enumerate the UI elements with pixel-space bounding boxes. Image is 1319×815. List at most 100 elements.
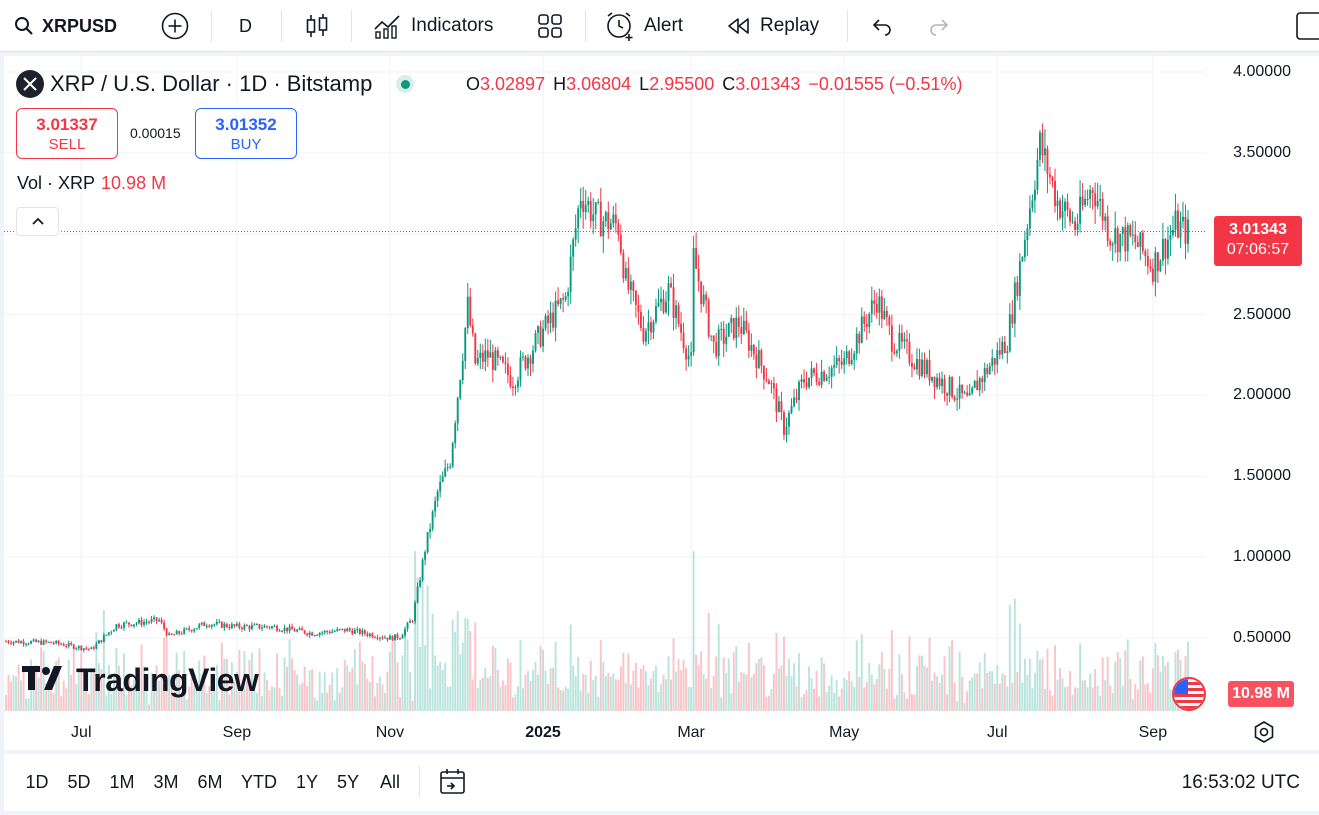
- fullscreen-button[interactable]: [1296, 8, 1319, 44]
- candle-body: [966, 392, 969, 396]
- range-button-5d[interactable]: 5D: [67, 772, 91, 792]
- range-button-1m[interactable]: 1M: [109, 772, 135, 792]
- buy-button[interactable]: 3.01352 BUY: [195, 108, 297, 159]
- candle-body: [205, 625, 208, 627]
- volume-bar: [572, 665, 575, 711]
- undo-button[interactable]: [870, 8, 894, 44]
- candle-body: [790, 406, 793, 413]
- candle-body: [1061, 211, 1064, 218]
- open-value: 3.02897: [480, 74, 546, 94]
- volume-bar: [258, 648, 261, 711]
- volume-bar: [858, 676, 861, 711]
- volume-bar: [838, 696, 841, 711]
- volume-bar: [665, 679, 667, 711]
- range-button-ytd[interactable]: YTD: [241, 772, 277, 792]
- volume-bar: [40, 647, 43, 711]
- go-to-date-button[interactable]: [438, 767, 468, 802]
- volume-bar: [529, 681, 532, 711]
- sell-button[interactable]: 3.01337 SELL: [16, 108, 118, 159]
- candle-body: [313, 635, 316, 637]
- candle-body: [461, 360, 464, 381]
- utc-clock[interactable]: 16:53:02 UTC: [1181, 772, 1300, 793]
- candle-body: [720, 328, 723, 330]
- volume-bar: [396, 662, 399, 711]
- range-button-1d[interactable]: 1D: [25, 772, 49, 792]
- undo-icon: [870, 16, 894, 36]
- volume-bar: [316, 700, 319, 711]
- volume-bar: [233, 681, 236, 711]
- chart-pane[interactable]: [4, 56, 1319, 750]
- candle-body: [727, 322, 730, 337]
- tradingview-watermark[interactable]: TradingView: [22, 662, 259, 699]
- symbol-search[interactable]: XRPUSD: [14, 8, 117, 44]
- range-button-1y[interactable]: 1Y: [295, 772, 319, 792]
- us-flag-icon[interactable]: [1172, 677, 1206, 711]
- close-value: 3.01343: [735, 74, 801, 94]
- compare-symbol-button[interactable]: [160, 8, 190, 44]
- volume-bar: [77, 672, 80, 711]
- range-button-all[interactable]: All: [379, 772, 401, 792]
- candle-body: [921, 359, 923, 376]
- candle-body: [401, 635, 404, 639]
- candle-body: [1179, 221, 1182, 238]
- legend-title: XRP / U.S. Dollar · 1D · Bitstamp: [50, 71, 373, 96]
- volume-bar: [780, 665, 783, 711]
- price-chart[interactable]: [4, 56, 1206, 714]
- candle-body: [128, 622, 130, 625]
- volume-bar: [180, 693, 183, 711]
- volume-bar: [205, 692, 208, 711]
- toolbar-divider: [585, 10, 586, 42]
- volume-bar: [188, 686, 191, 711]
- candle-body: [82, 648, 85, 651]
- volume-bar: [107, 665, 110, 711]
- candle-body: [429, 528, 432, 533]
- candle-body: [722, 328, 725, 344]
- candle-body: [1187, 219, 1189, 244]
- volume-bar: [298, 684, 301, 711]
- candle-body: [328, 631, 331, 634]
- volume-bar: [1141, 656, 1144, 711]
- candle-body: [170, 633, 173, 635]
- collapse-legend-button[interactable]: [16, 207, 59, 236]
- candle-body: [471, 325, 474, 334]
- volume-bar: [225, 658, 228, 711]
- candle-body: [527, 357, 529, 369]
- layouts-button[interactable]: [537, 8, 563, 44]
- candle-body: [1184, 216, 1187, 244]
- candle-body: [712, 335, 715, 342]
- range-button-5y[interactable]: 5Y: [336, 772, 360, 792]
- candle-body: [266, 625, 268, 627]
- time-axis[interactable]: Jul Sep Nov 2025 Mar May Jul Sep: [4, 714, 1206, 750]
- chart-type-button[interactable]: [305, 8, 329, 44]
- volume-bar: [293, 670, 296, 711]
- alert-button[interactable]: Alert: [604, 8, 683, 44]
- replay-button[interactable]: Replay: [726, 8, 819, 44]
- price-axis[interactable]: 4.000003.500003.000002.500002.000001.500…: [1206, 56, 1319, 714]
- redo-button[interactable]: [927, 8, 951, 44]
- candle-body: [1084, 198, 1087, 206]
- candle-body: [306, 633, 309, 636]
- candle-body: [564, 296, 567, 300]
- candle-body: [539, 326, 542, 347]
- candle-body: [80, 645, 83, 651]
- candle-body: [97, 640, 100, 644]
- candle-body: [484, 350, 487, 362]
- calendar-icon: [438, 769, 468, 801]
- volume-bar: [1134, 683, 1137, 711]
- indicators-button[interactable]: Indicators: [373, 8, 493, 44]
- volume-bar: [1008, 604, 1011, 711]
- volume-bar: [155, 665, 158, 711]
- candle-body: [622, 252, 625, 279]
- candle-body: [389, 635, 391, 640]
- interval-button[interactable]: D: [239, 15, 252, 36]
- candle-body: [655, 306, 657, 322]
- volume-bar: [276, 653, 278, 711]
- volume-bar: [908, 636, 911, 711]
- volume-bar: [178, 670, 181, 711]
- volume-bar: [933, 672, 936, 711]
- candle-body: [672, 287, 675, 318]
- chart-settings-button[interactable]: [1252, 720, 1276, 749]
- volume-bar: [72, 647, 75, 711]
- range-button-6m[interactable]: 6M: [197, 772, 223, 792]
- range-button-3m[interactable]: 3M: [153, 772, 179, 792]
